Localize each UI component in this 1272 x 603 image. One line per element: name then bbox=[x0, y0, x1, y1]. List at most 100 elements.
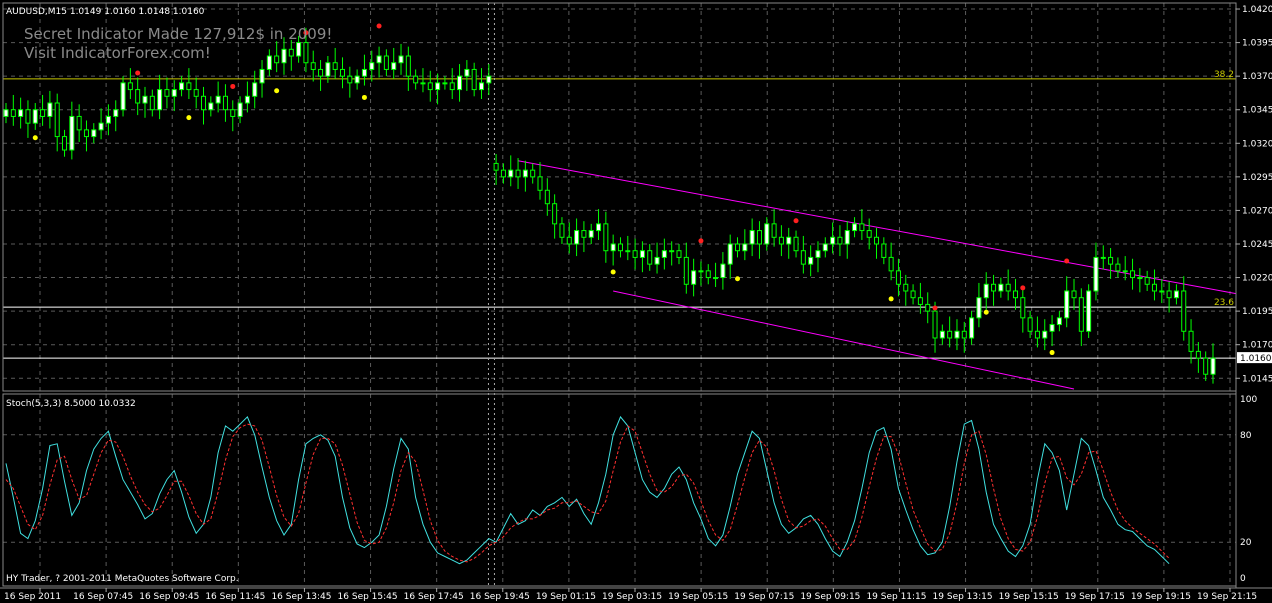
candle[interactable] bbox=[1151, 283, 1157, 292]
candle[interactable] bbox=[910, 290, 916, 299]
candle[interactable] bbox=[1005, 283, 1011, 292]
candle[interactable] bbox=[515, 169, 521, 178]
candle[interactable] bbox=[25, 109, 31, 124]
candle[interactable] bbox=[647, 250, 653, 265]
candle[interactable] bbox=[793, 236, 799, 252]
candle[interactable] bbox=[639, 250, 645, 258]
candle[interactable] bbox=[822, 243, 828, 252]
candle[interactable] bbox=[171, 89, 177, 97]
candle[interactable] bbox=[596, 223, 602, 232]
candle[interactable] bbox=[947, 330, 953, 339]
candle[interactable] bbox=[917, 297, 923, 305]
candle[interactable] bbox=[478, 82, 484, 91]
candle[interactable] bbox=[676, 250, 682, 258]
candle[interactable] bbox=[559, 223, 565, 238]
candle[interactable] bbox=[420, 82, 426, 85]
candle[interactable] bbox=[200, 95, 207, 111]
candle[interactable] bbox=[764, 223, 770, 245]
candle[interactable] bbox=[632, 250, 638, 258]
candle[interactable] bbox=[903, 283, 909, 292]
candle[interactable] bbox=[442, 82, 448, 85]
candle[interactable] bbox=[281, 48, 287, 64]
candle[interactable] bbox=[1195, 350, 1201, 359]
candle[interactable] bbox=[383, 55, 389, 70]
candle[interactable] bbox=[537, 176, 543, 191]
candle[interactable] bbox=[135, 89, 141, 104]
candle[interactable] bbox=[771, 223, 777, 238]
candle[interactable] bbox=[727, 243, 733, 265]
candle[interactable] bbox=[113, 109, 119, 117]
candle[interactable] bbox=[1203, 357, 1209, 375]
candle[interactable] bbox=[852, 223, 858, 232]
candle[interactable] bbox=[925, 303, 931, 312]
candle[interactable] bbox=[69, 115, 75, 151]
channel-upper-line[interactable] bbox=[517, 160, 1237, 295]
candle[interactable] bbox=[1188, 330, 1194, 352]
candle[interactable] bbox=[610, 243, 616, 252]
candle[interactable] bbox=[654, 256, 660, 265]
candle[interactable] bbox=[1071, 290, 1077, 299]
candle[interactable] bbox=[486, 75, 492, 84]
candle[interactable] bbox=[457, 75, 463, 91]
candle[interactable] bbox=[881, 243, 887, 258]
candle[interactable] bbox=[354, 75, 360, 84]
candle[interactable] bbox=[449, 82, 455, 91]
candle[interactable] bbox=[800, 250, 806, 265]
candle[interactable] bbox=[1130, 270, 1136, 279]
candle[interactable] bbox=[566, 236, 572, 245]
candle[interactable] bbox=[1100, 256, 1106, 259]
candle[interactable] bbox=[47, 102, 53, 117]
candle[interactable] bbox=[581, 230, 587, 238]
candle[interactable] bbox=[698, 270, 704, 273]
candle[interactable] bbox=[186, 82, 192, 91]
candle[interactable] bbox=[405, 55, 411, 77]
candle[interactable] bbox=[1034, 330, 1040, 339]
candle[interactable] bbox=[522, 169, 528, 178]
candle[interactable] bbox=[983, 283, 989, 299]
candle[interactable] bbox=[932, 310, 938, 339]
candle[interactable] bbox=[471, 68, 477, 91]
candle[interactable] bbox=[76, 115, 82, 131]
candle[interactable] bbox=[1181, 290, 1187, 332]
candle[interactable] bbox=[837, 236, 843, 245]
candle[interactable] bbox=[1064, 290, 1070, 319]
candle[interactable] bbox=[1042, 330, 1048, 339]
candle[interactable] bbox=[127, 82, 133, 91]
candle[interactable] bbox=[713, 277, 719, 280]
candle[interactable] bbox=[691, 270, 697, 285]
candle[interactable] bbox=[398, 55, 404, 64]
candle[interactable] bbox=[588, 230, 594, 238]
candle[interactable] bbox=[427, 82, 433, 91]
price-axis[interactable]: 1.0420 1.0395 1.0370 1.0345 1.0320 1.0295 1.02… bbox=[1236, 5, 1272, 384]
candle[interactable] bbox=[888, 256, 894, 272]
candle[interactable] bbox=[157, 89, 163, 111]
candle[interactable] bbox=[208, 102, 214, 111]
candle[interactable] bbox=[413, 75, 419, 84]
candle[interactable] bbox=[142, 95, 148, 104]
candle[interactable] bbox=[808, 256, 814, 265]
candle[interactable] bbox=[18, 109, 24, 117]
candle[interactable] bbox=[778, 236, 784, 245]
candle[interactable] bbox=[735, 243, 741, 252]
candle[interactable] bbox=[91, 129, 97, 138]
candle[interactable] bbox=[435, 82, 441, 91]
candle[interactable] bbox=[1210, 357, 1216, 375]
candle[interactable] bbox=[830, 236, 836, 245]
candle[interactable] bbox=[164, 89, 170, 97]
candle[interactable] bbox=[1056, 317, 1062, 326]
candle[interactable] bbox=[976, 297, 982, 319]
candle[interactable] bbox=[1159, 290, 1165, 293]
candle[interactable] bbox=[1086, 290, 1092, 332]
candle[interactable] bbox=[1027, 317, 1033, 332]
candle[interactable] bbox=[10, 109, 16, 117]
candle[interactable] bbox=[3, 109, 9, 117]
candle[interactable] bbox=[288, 48, 294, 57]
candle[interactable] bbox=[1122, 270, 1128, 273]
candle[interactable] bbox=[32, 109, 38, 124]
candle[interactable] bbox=[230, 109, 236, 117]
candle[interactable] bbox=[259, 68, 265, 84]
candle[interactable] bbox=[873, 236, 880, 245]
candles[interactable] bbox=[3, 27, 1216, 384]
candle[interactable] bbox=[669, 250, 675, 253]
